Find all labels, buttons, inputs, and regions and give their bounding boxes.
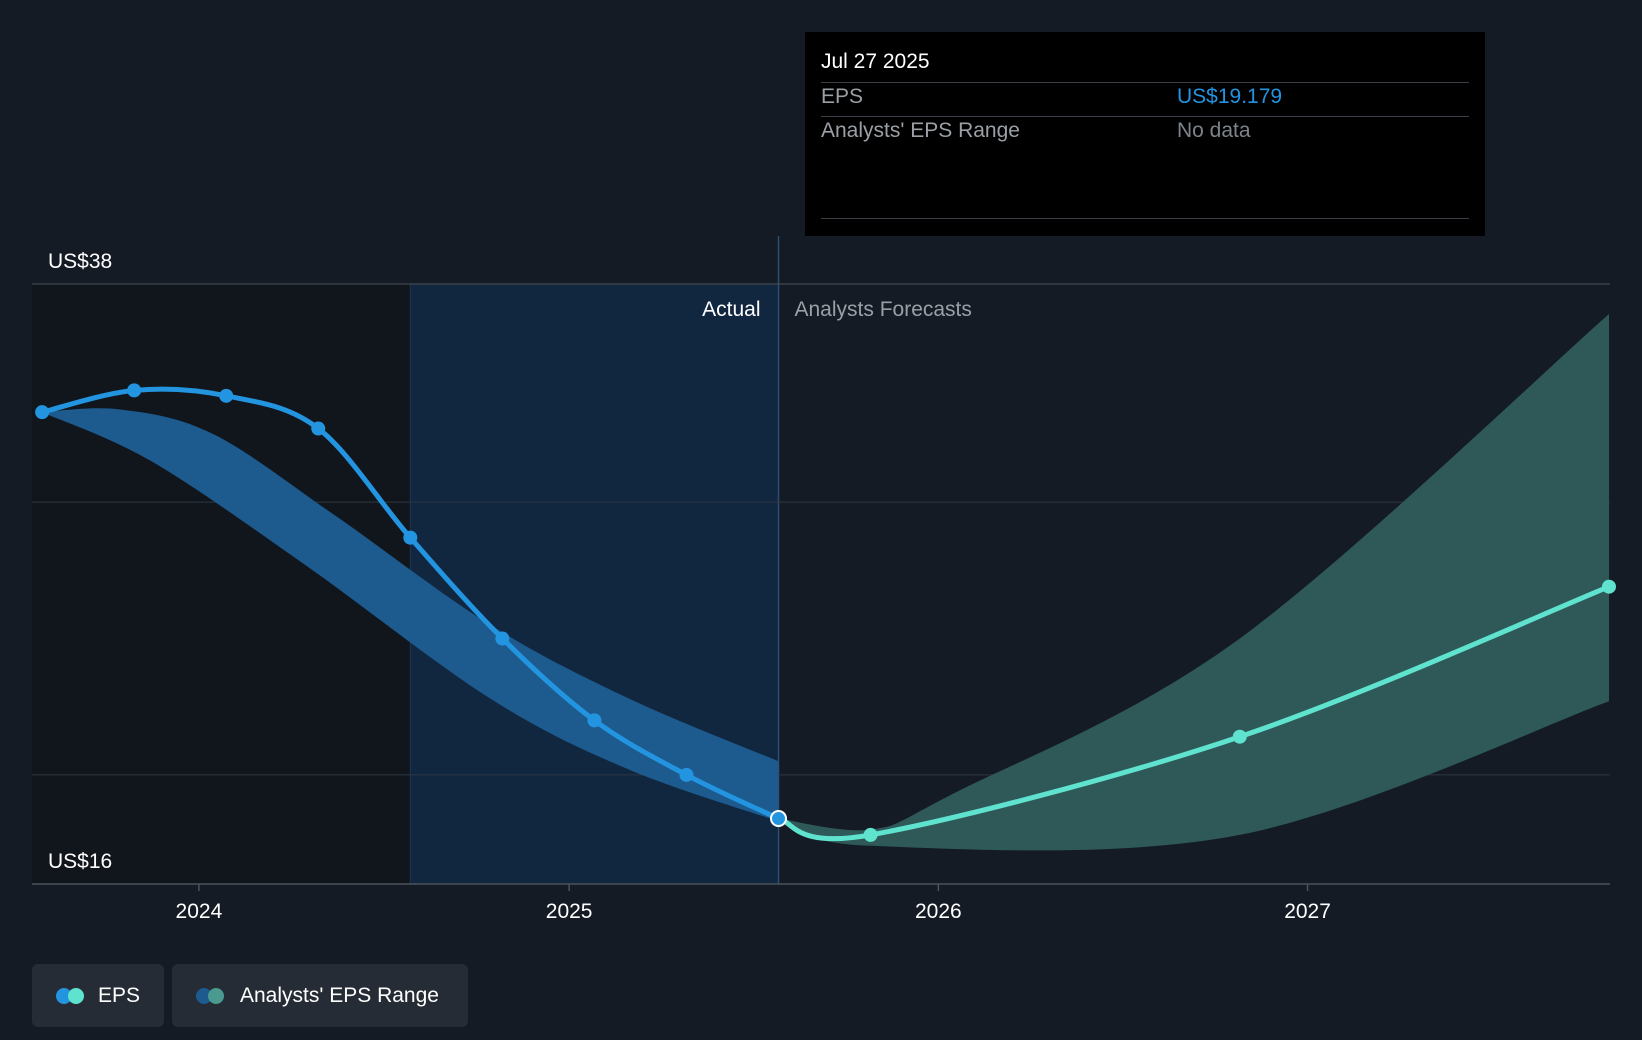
y-tick-label: US$38 (48, 250, 112, 273)
eps-range-legend-icon (196, 987, 226, 1004)
selected-eps-point (770, 810, 788, 828)
x-tick-label: 2026 (915, 900, 962, 923)
eps-point (35, 405, 50, 420)
x-tick-label: 2024 (176, 900, 223, 923)
tooltip-range-label: Analysts' EPS Range (821, 119, 1020, 142)
axis-labels: US$38 US$16 2024 2025 2026 2027 Actual Analysts… (48, 250, 1331, 923)
tooltip-divider (821, 82, 1469, 83)
tooltip-eps-value: US$19.179 (1177, 85, 1283, 108)
tooltip-divider (821, 218, 1469, 219)
eps-point (403, 530, 418, 545)
legend-item-eps[interactable]: EPS (32, 964, 164, 1027)
legend-label-eps: EPS (97, 983, 140, 1007)
legend-item-eps-range[interactable]: Analysts' EPS Range (172, 964, 468, 1027)
eps-range-forecast (778, 314, 1609, 851)
x-tick-label: 2027 (1284, 900, 1331, 923)
eps-point (1601, 579, 1616, 594)
eps-point (679, 767, 694, 782)
eps-point (587, 713, 602, 728)
actual-region-label: Actual (702, 298, 760, 321)
tooltip-range-value: No data (1177, 119, 1251, 142)
forecast-region-label: Analysts Forecasts (795, 298, 972, 321)
eps-point (863, 827, 878, 842)
x-tick-label: 2025 (546, 900, 593, 923)
y-tick-label: US$16 (48, 850, 112, 873)
eps-point (219, 388, 234, 403)
eps-points[interactable] (35, 383, 1616, 842)
eps-point (1232, 729, 1247, 744)
eps-legend-icon (56, 987, 84, 1004)
tooltip-divider (821, 116, 1469, 117)
eps-line-forecast (776, 584, 1612, 842)
tooltip-eps-label: EPS (821, 85, 864, 108)
legend-label-eps-range: Analysts' EPS Range (240, 983, 439, 1007)
chart-backgrounds (32, 236, 780, 884)
tooltip: Jul 27 2025 EPS US$19.179 Analysts' EPS … (805, 32, 1485, 236)
eps-point (311, 421, 326, 436)
eps-point (495, 631, 510, 646)
eps-point (127, 383, 142, 398)
tooltip-date: Jul 27 2025 (821, 50, 930, 73)
